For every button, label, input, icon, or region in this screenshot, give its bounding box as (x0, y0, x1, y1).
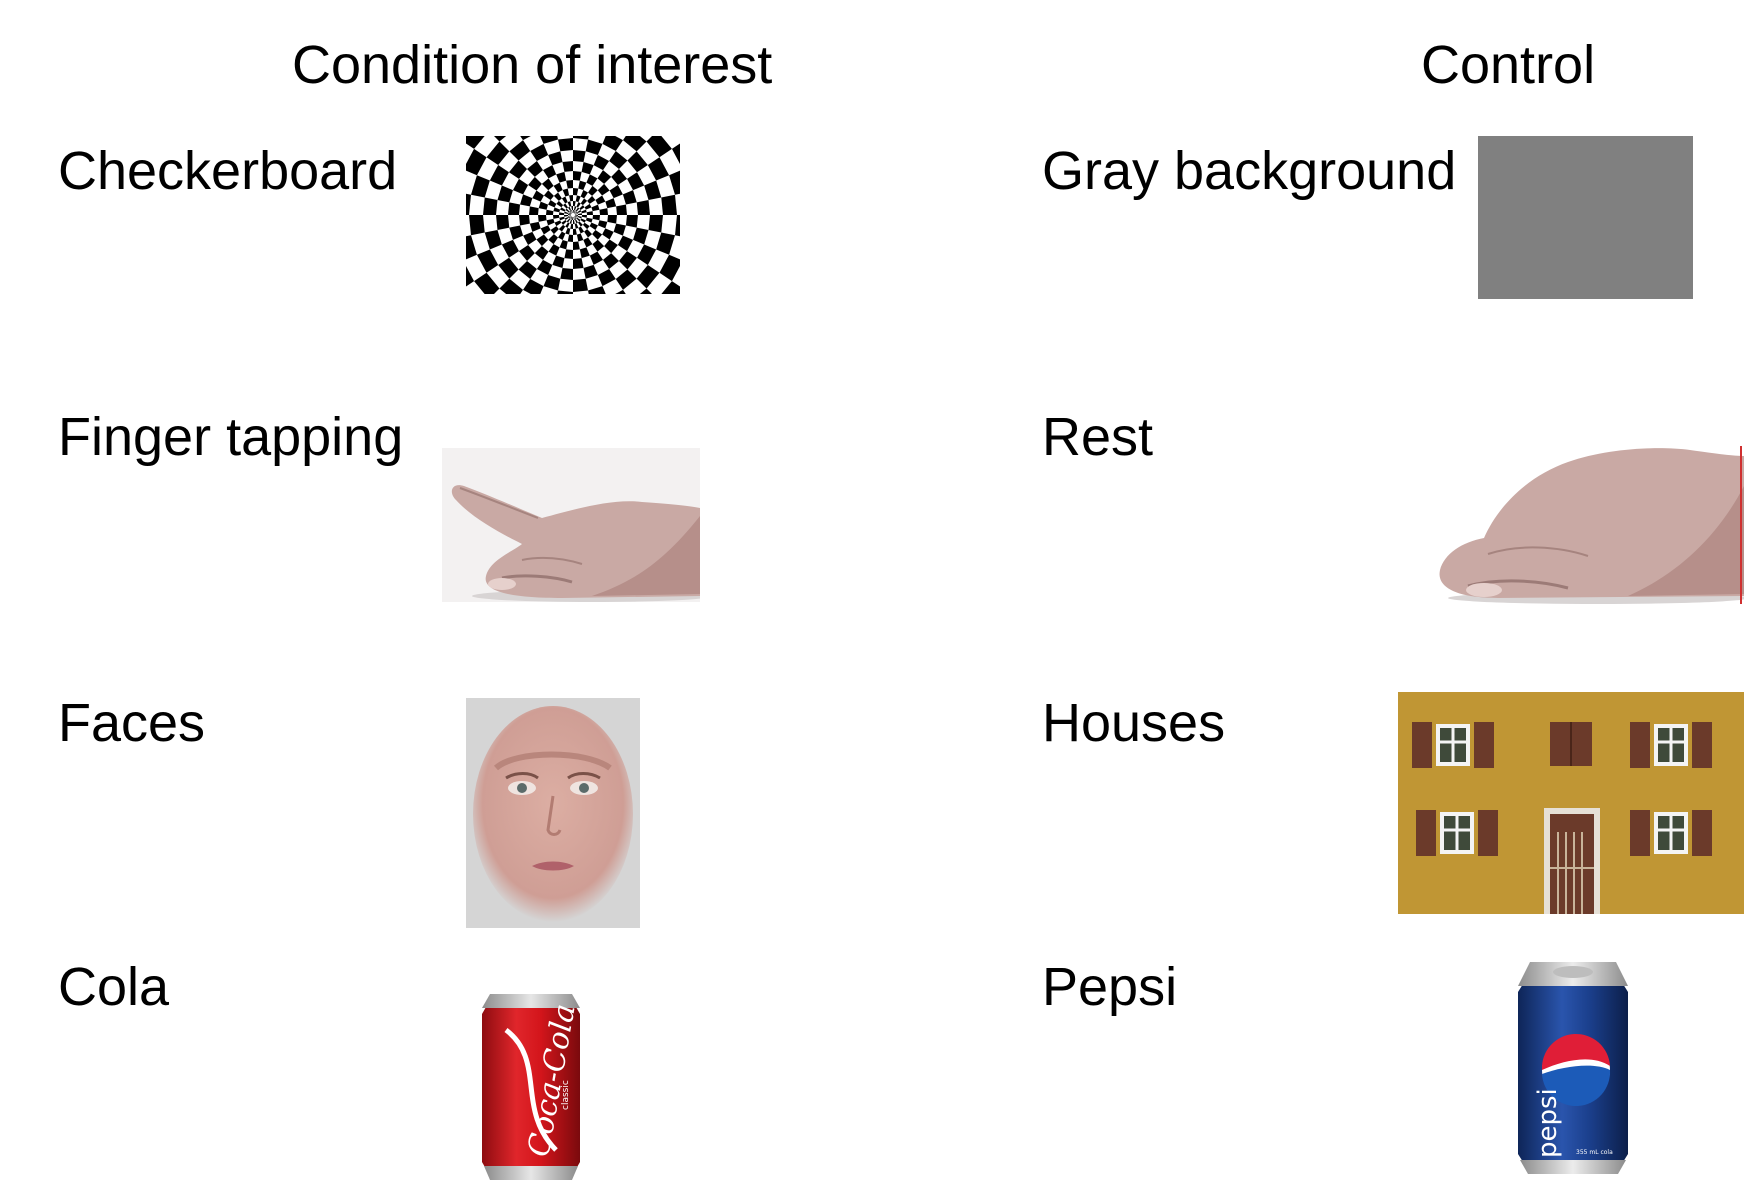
face-photo-icon (473, 706, 633, 922)
finger-tapping-image (442, 448, 700, 602)
house-image (1398, 692, 1744, 914)
hand-finger-raised-icon (442, 448, 700, 602)
svg-text:classic: classic (561, 1080, 571, 1110)
face-image (466, 698, 640, 928)
gray-background-image (1478, 136, 1693, 299)
label-pepsi: Pepsi (1042, 957, 1178, 1017)
label-checkerboard: Checkerboard (58, 141, 398, 201)
house-facade-icon (1398, 692, 1744, 914)
label-houses: Houses (1042, 693, 1226, 753)
label-gray-background: Gray background (1042, 141, 1457, 201)
label-cola: Cola (58, 957, 170, 1017)
rest-hand-image (1428, 446, 1744, 604)
label-finger-tapping: Finger tapping (58, 407, 404, 467)
svg-text:355 mL cola: 355 mL cola (1576, 1149, 1613, 1156)
coca-cola-can-icon: Coca-Cola classic (482, 994, 583, 1180)
checkerboard-image (466, 136, 680, 294)
coca-cola-can-image: Coca-Cola classic (476, 990, 586, 1182)
heading-condition-of-interest: Condition of interest (292, 35, 773, 95)
svg-text:pepsi: pepsi (1533, 1088, 1563, 1158)
label-rest: Rest (1042, 407, 1154, 467)
hand-resting-icon (1439, 446, 1744, 604)
radial-checkerboard-icon (466, 136, 680, 294)
heading-control: Control (1421, 35, 1596, 95)
pepsi-can-icon: pepsi 355 mL cola (1518, 962, 1628, 1174)
label-faces: Faces (58, 693, 206, 753)
pepsi-can-image: pepsi 355 mL cola (1512, 958, 1634, 1178)
